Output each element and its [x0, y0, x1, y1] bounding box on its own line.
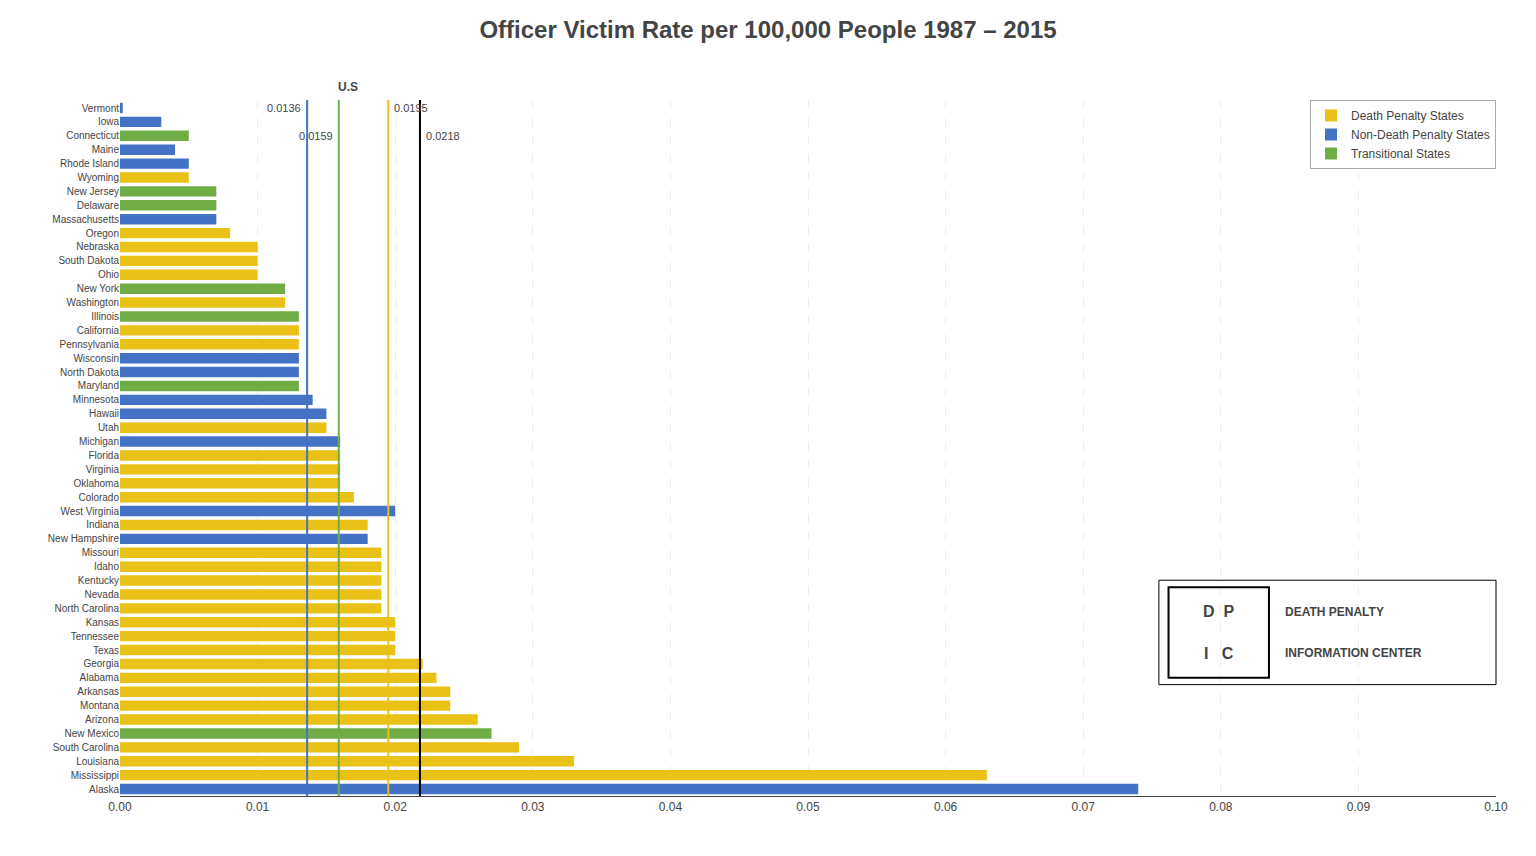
svg-text:Maryland: Maryland	[78, 380, 119, 391]
svg-text:0.10: 0.10	[1484, 800, 1508, 814]
svg-text:Alabama: Alabama	[80, 672, 120, 683]
svg-text:Pennsylvania: Pennsylvania	[60, 339, 120, 350]
svg-text:Oklahoma: Oklahoma	[73, 478, 119, 489]
svg-text:DEATH PENALTY: DEATH PENALTY	[1285, 605, 1384, 619]
svg-text:Kentucky: Kentucky	[78, 575, 119, 586]
svg-text:Arkansas: Arkansas	[77, 686, 119, 697]
svg-text:0.09: 0.09	[1347, 800, 1371, 814]
svg-text:Vermont: Vermont	[82, 103, 119, 114]
svg-text:Indiana: Indiana	[86, 519, 119, 530]
svg-text:Rhode Island: Rhode Island	[60, 158, 119, 169]
svg-text:0.0195: 0.0195	[394, 102, 428, 114]
svg-text:North Carolina: North Carolina	[55, 603, 120, 614]
svg-text:Michigan: Michigan	[79, 436, 119, 447]
svg-text:Montana: Montana	[80, 700, 119, 711]
svg-text:Colorado: Colorado	[78, 492, 119, 503]
svg-text:Idaho: Idaho	[94, 561, 119, 572]
svg-text:Oregon: Oregon	[86, 228, 119, 239]
svg-text:0.05: 0.05	[796, 800, 820, 814]
svg-text:Illinois: Illinois	[91, 311, 119, 322]
svg-text:Mississippi: Mississippi	[71, 770, 119, 781]
svg-text:Alaska: Alaska	[89, 784, 119, 795]
svg-text:0.07: 0.07	[1072, 800, 1096, 814]
svg-text:Washington: Washington	[67, 297, 119, 308]
svg-text:Maine: Maine	[92, 144, 120, 155]
svg-text:New Mexico: New Mexico	[65, 728, 120, 739]
svg-text:0.06: 0.06	[934, 800, 958, 814]
svg-text:Wyoming: Wyoming	[77, 172, 119, 183]
svg-text:Iowa: Iowa	[98, 116, 120, 127]
svg-text:South Dakota: South Dakota	[58, 255, 119, 266]
svg-text:Georgia: Georgia	[83, 658, 119, 669]
svg-text:Ohio: Ohio	[98, 269, 120, 280]
svg-text:0.03: 0.03	[521, 800, 545, 814]
svg-text:0.0136: 0.0136	[267, 102, 301, 114]
svg-text:Delaware: Delaware	[77, 200, 120, 211]
svg-text:INFORMATION CENTER: INFORMATION CENTER	[1285, 646, 1422, 660]
svg-text:Utah: Utah	[98, 422, 119, 433]
svg-text:Minnesota: Minnesota	[73, 394, 120, 405]
svg-text:North Dakota: North Dakota	[60, 367, 119, 378]
svg-text:Non-Death Penalty States: Non-Death Penalty States	[1351, 128, 1490, 142]
svg-text:U.S: U.S	[338, 80, 358, 94]
svg-text:Transitional States: Transitional States	[1351, 147, 1450, 161]
svg-text:Louisiana: Louisiana	[76, 756, 119, 767]
svg-text:Texas: Texas	[93, 645, 119, 656]
svg-text:South Carolina: South Carolina	[53, 742, 120, 753]
svg-text:New Hampshire: New Hampshire	[48, 533, 120, 544]
svg-text:Massachusetts: Massachusetts	[52, 214, 119, 225]
svg-text:0.02: 0.02	[384, 800, 408, 814]
svg-text:0.0159: 0.0159	[299, 130, 333, 142]
svg-text:Florida: Florida	[88, 450, 119, 461]
svg-text:Wisconsin: Wisconsin	[73, 353, 119, 364]
svg-text:California: California	[77, 325, 120, 336]
svg-text:0.00: 0.00	[108, 800, 132, 814]
svg-text:0.01: 0.01	[246, 800, 270, 814]
svg-text:Kansas: Kansas	[86, 617, 119, 628]
svg-text:New Jersey: New Jersey	[67, 186, 119, 197]
svg-text:Tennessee: Tennessee	[71, 631, 120, 642]
svg-text:Missouri: Missouri	[82, 547, 119, 558]
svg-text:Nevada: Nevada	[85, 589, 120, 600]
svg-text:0.04: 0.04	[659, 800, 683, 814]
svg-text:Nebraska: Nebraska	[76, 241, 119, 252]
svg-text:Death Penalty States: Death Penalty States	[1351, 109, 1464, 123]
svg-text:Hawaii: Hawaii	[89, 408, 119, 419]
svg-text:Virginia: Virginia	[86, 464, 120, 475]
svg-text:0.08: 0.08	[1209, 800, 1233, 814]
svg-text:New York: New York	[77, 283, 120, 294]
svg-text:West Virginia: West Virginia	[60, 506, 119, 517]
svg-text:I C: I C	[1204, 645, 1234, 662]
svg-text:D P: D P	[1203, 603, 1234, 620]
svg-text:Connecticut: Connecticut	[66, 130, 119, 141]
svg-text:Officer Victim Rate per 100,00: Officer Victim Rate per 100,000 People 1…	[479, 16, 1056, 43]
svg-text:Arizona: Arizona	[85, 714, 119, 725]
svg-text:0.0218: 0.0218	[426, 130, 460, 142]
